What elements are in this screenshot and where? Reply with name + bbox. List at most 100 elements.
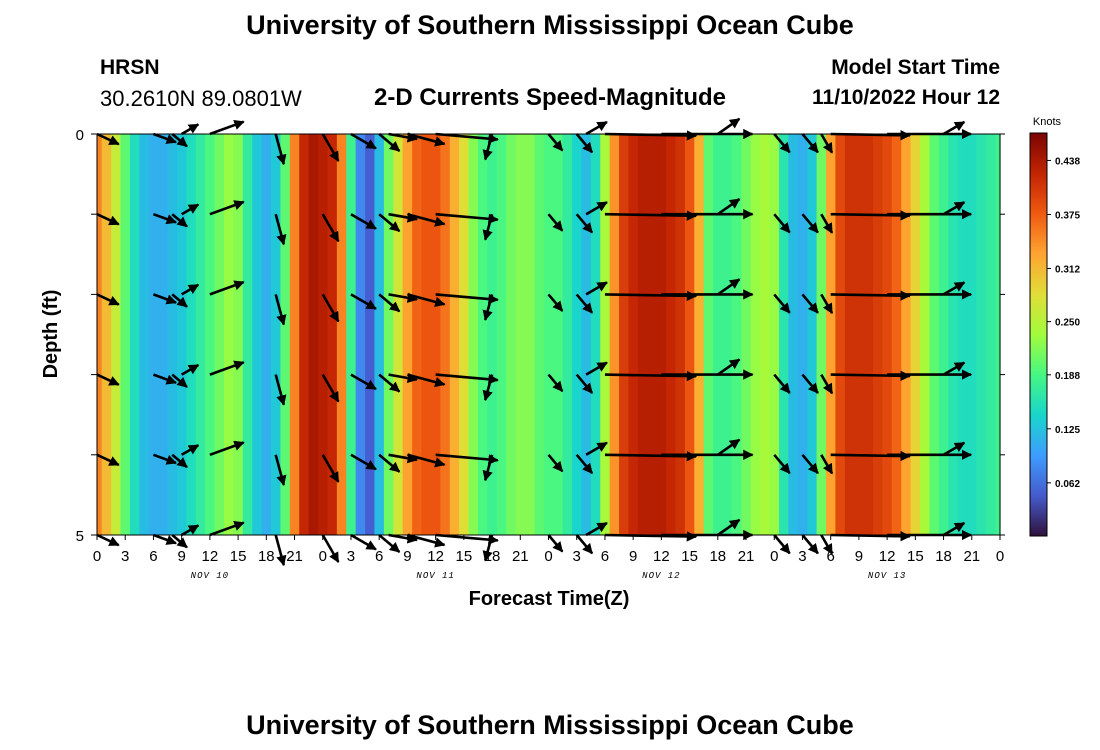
x-tick-label: 6 <box>601 548 609 565</box>
heatmap-cell <box>703 134 714 535</box>
heatmap-cell <box>186 134 197 535</box>
heatmap-cell <box>901 134 912 535</box>
current-vector <box>585 201 608 216</box>
x-tick-label: 9 <box>403 548 411 565</box>
colorbar-ramp <box>1029 132 1048 537</box>
heatmap-cell <box>590 134 601 535</box>
current-vector <box>801 213 819 234</box>
y-axis: 0 5 Depth (ft) <box>40 127 1005 545</box>
heatmap-cell <box>393 134 404 535</box>
current-vector <box>547 534 564 553</box>
current-vector <box>942 120 966 136</box>
heatmap-cell <box>383 134 394 535</box>
current-vector <box>378 534 401 553</box>
current-vector <box>274 374 287 406</box>
heatmap-cell <box>261 134 272 535</box>
current-vector <box>820 213 834 234</box>
heatmap-cell <box>506 134 517 535</box>
chart-subtitle: 2-D Currents Speed-Magnitude <box>373 84 727 111</box>
current-vector <box>407 212 446 227</box>
current-vector <box>585 521 608 537</box>
current-vector <box>378 373 401 393</box>
current-vector <box>171 373 188 388</box>
current-vector <box>820 454 834 475</box>
x-tick-label: 0 <box>770 548 778 565</box>
current-vector <box>717 438 741 456</box>
current-vector <box>350 533 377 551</box>
current-vector <box>209 200 245 216</box>
heatmap-cell <box>214 134 225 535</box>
current-vector <box>604 210 698 221</box>
heatmap-cell <box>97 134 103 535</box>
current-vector <box>407 373 446 388</box>
current-vector <box>378 213 401 233</box>
x-tick-label: 0 <box>544 548 552 565</box>
heatmap-cell <box>816 134 827 535</box>
current-vector <box>181 123 200 136</box>
current-vector <box>274 534 287 567</box>
current-vector <box>321 133 340 162</box>
heatmap-cell <box>468 134 479 535</box>
y-axis-title: Depth (ft) <box>40 290 62 379</box>
current-vector <box>820 373 834 395</box>
current-vector <box>378 453 401 473</box>
heatmap-cell <box>628 134 639 535</box>
heatmap-cell <box>684 134 695 535</box>
day-label: NOV 11 <box>416 571 454 581</box>
heatmap-cell <box>609 134 620 535</box>
x-tick-label: 0 <box>319 548 327 565</box>
x-tick-label: 3 <box>798 548 806 565</box>
current-vector <box>152 453 177 465</box>
current-vector <box>942 361 966 376</box>
heatmap-cell <box>891 134 902 535</box>
y-tick-label: 5 <box>76 528 84 545</box>
x-tick-label: 12 <box>202 548 219 565</box>
current-vector <box>942 441 966 456</box>
heatmap-cell <box>299 134 310 535</box>
heatmap-cell <box>242 134 253 535</box>
x-axis-title: Forecast Time(Z) <box>469 588 630 610</box>
current-vector <box>435 293 499 305</box>
current-vector <box>96 373 120 386</box>
current-vector <box>350 213 377 230</box>
heatmap-cell <box>957 134 968 535</box>
heatmap-cell <box>524 134 535 535</box>
page-title: University of Southern Mississippi Ocean… <box>246 10 854 40</box>
current-vector <box>321 293 340 323</box>
heatmap-cell <box>938 134 949 535</box>
current-vector <box>585 281 608 296</box>
heatmap-cell <box>139 134 150 535</box>
current-vector <box>350 132 377 150</box>
heatmap-cell <box>910 134 921 535</box>
heatmap-cell <box>920 134 931 535</box>
heatmap-cell <box>365 134 376 535</box>
current-vector <box>717 518 741 537</box>
current-vector <box>820 534 834 555</box>
x-tick-label: 9 <box>177 548 185 565</box>
heatmap-cell <box>346 134 357 535</box>
heatmap-cell <box>882 134 893 535</box>
day-label: NOV 13 <box>868 571 906 581</box>
current-vector <box>547 293 564 312</box>
current-vector <box>321 213 340 243</box>
current-vector <box>717 358 741 376</box>
heatmap-cell <box>854 134 865 535</box>
current-vector <box>274 454 287 486</box>
current-vector <box>604 290 698 302</box>
current-vector <box>435 373 499 385</box>
heatmap-cell <box>421 134 432 535</box>
current-vector <box>407 293 446 307</box>
current-vector <box>801 133 819 154</box>
heatmap-cell <box>825 134 836 535</box>
current-vector <box>801 534 819 555</box>
heatmap-cell <box>572 134 583 535</box>
heatmap-cell <box>440 134 451 535</box>
current-vector <box>547 373 564 392</box>
heatmap-cell <box>656 134 667 535</box>
heatmap-cell <box>449 134 460 535</box>
current-vector <box>181 203 200 216</box>
current-vector <box>604 451 698 462</box>
current-vector <box>388 292 418 303</box>
current-vector <box>152 533 177 545</box>
